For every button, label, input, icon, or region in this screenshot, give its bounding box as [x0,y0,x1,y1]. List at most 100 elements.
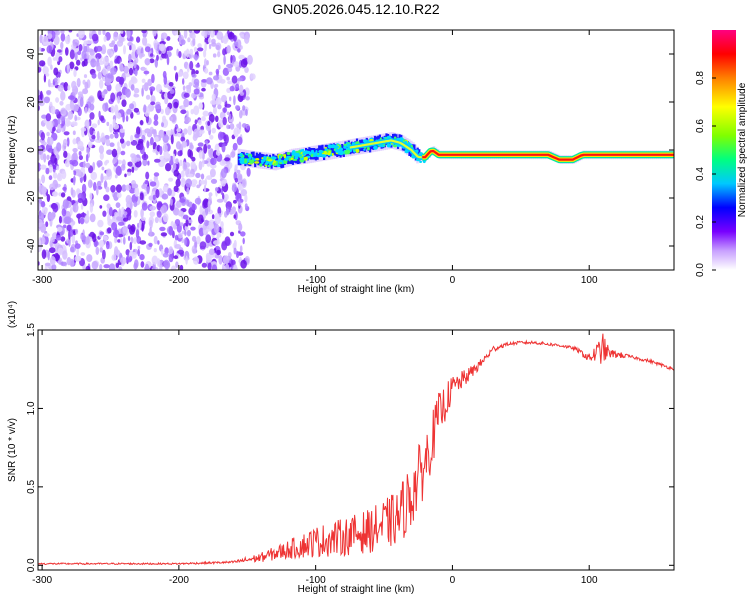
ridge-speckle [291,155,295,159]
colorbar-ticks: 0.0 0.2 0.4 0.6 0.8 [695,71,716,277]
noise-blob [158,216,163,224]
noise-blob [201,159,205,168]
noise-blob [107,214,111,224]
noise-blob [38,219,43,228]
noise-blob [80,203,84,210]
noise-blob [106,74,113,79]
snr-frame [37,329,675,571]
noise-blob [180,170,185,178]
noise-blob [86,51,89,56]
ridge-speckle [259,163,263,167]
noise-blob [100,173,104,184]
noise-blob [203,50,207,58]
noise-blob [173,223,177,230]
noise-blob [59,100,64,106]
noise-blob [133,93,140,98]
noise-blob [104,77,112,86]
noise-blob [125,249,130,256]
noise-blob [103,35,107,43]
noise-blob [206,30,211,36]
noise-blob [57,118,61,125]
noise-blob [117,146,121,155]
noise-blob [192,34,196,39]
noise-blob [143,82,149,92]
noise-blob [162,252,169,258]
noise-blob [229,96,232,102]
ridge-speckle [373,145,378,150]
noise-blob [183,98,190,108]
noise-blob [202,110,209,117]
noise-blob [43,96,51,104]
noise-blob [69,206,73,216]
noise-blob [140,261,145,268]
noise-blob [47,56,52,67]
noise-blob [120,256,127,265]
noise-blob [38,184,45,195]
noise-blob [188,82,193,87]
noise-blob [89,112,95,120]
noise-blob [183,128,188,135]
ridge-core-inner [422,149,674,161]
noise-blob [87,141,93,148]
colorbar-tick-label: 0.4 [695,167,706,181]
noise-blob [226,63,233,68]
noise-blob [244,203,248,209]
noise-blob [117,55,121,64]
noise-blob [72,148,78,153]
noise-blob [217,131,224,141]
noise-blob [125,194,132,205]
noise-blob [104,160,108,166]
noise-blob [157,240,160,245]
noise-blob [170,134,174,145]
noise-blob [178,51,182,58]
noise-blob [91,134,96,140]
noise-blob [140,208,144,219]
ridge-speckle [331,153,334,156]
noise-blob [198,150,203,159]
ridge-speckle [261,160,264,165]
noise-blob [73,104,80,112]
noise-blob [120,238,123,244]
ridge-band [264,155,267,167]
noise-blob [144,58,151,66]
noise-blob [106,48,112,56]
noise-blob [239,245,243,253]
noise-blob [221,94,227,103]
noise-blob [46,136,54,146]
noise-blob [183,163,188,170]
noise-blob [136,36,141,43]
noise-blob [179,198,186,203]
noise-blob [95,45,103,52]
noise-blob [125,115,129,122]
ridge-speckle [310,149,315,154]
noise-blob [175,178,181,187]
noise-blob [156,54,159,61]
ridge-speckle [254,161,260,164]
noise-blob [209,168,216,178]
noise-blob [144,263,150,270]
noise-blob [58,56,63,63]
noise-blob [45,113,52,122]
noise-blob [242,105,246,111]
noise-blob [103,264,110,269]
noise-blob [85,236,90,245]
noise-blob [96,185,99,196]
ridge-speckle [363,148,366,151]
noise-blob [146,186,150,195]
noise-blob [180,177,186,188]
noise-blob [242,237,245,245]
noise-blob [217,104,222,110]
noise-blob [199,241,207,250]
noise-blob [136,126,141,136]
ridge-speckle [296,154,301,157]
noise-blob [95,246,100,255]
noise-blob [191,183,196,188]
ridge-speckle [239,159,242,164]
noise-blob [91,33,99,42]
noise-blob [173,185,179,192]
noise-blob [228,113,232,121]
noise-blob [127,235,131,242]
noise-blob [136,48,142,56]
noise-blob [85,162,91,168]
